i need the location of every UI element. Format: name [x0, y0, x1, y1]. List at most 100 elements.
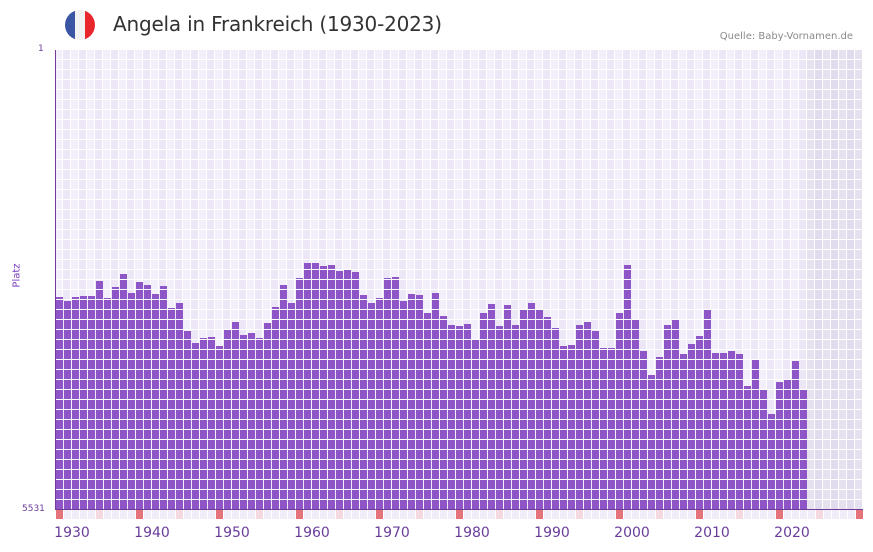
flag-stripe-white — [75, 10, 85, 40]
year-tick — [824, 510, 831, 519]
year-tick — [720, 510, 727, 519]
year-tick — [408, 510, 415, 519]
source-label: Quelle: Baby-Vornamen.de — [719, 31, 853, 42]
y-axis-line — [55, 50, 56, 510]
year-tick — [552, 510, 559, 519]
year-tick — [360, 510, 367, 519]
year-tick — [744, 510, 751, 519]
year-tick — [272, 510, 279, 519]
year-tick — [776, 510, 783, 519]
year-tick — [624, 510, 631, 519]
year-tick — [136, 510, 143, 519]
year-tick — [368, 510, 375, 519]
year-tick — [784, 510, 791, 519]
year-tick — [704, 510, 711, 519]
year-tick — [696, 510, 703, 519]
year-tick — [120, 510, 127, 519]
year-tick — [712, 510, 719, 519]
year-tick — [128, 510, 135, 519]
year-tick — [432, 510, 439, 519]
year-tick — [848, 510, 855, 519]
year-tick — [304, 510, 311, 519]
y-axis-title: Platz — [11, 263, 23, 288]
year-tick — [600, 510, 607, 519]
year-tick — [72, 510, 79, 519]
year-tick — [488, 510, 495, 519]
year-tick — [760, 510, 767, 519]
year-tick — [808, 510, 815, 519]
year-tick — [504, 510, 511, 519]
year-tick — [592, 510, 599, 519]
year-tick — [104, 510, 111, 519]
x-tick-label: 1970 — [374, 525, 410, 541]
flag-stripe-red — [85, 10, 95, 40]
year-tick — [672, 510, 679, 519]
year-tick — [296, 510, 303, 519]
year-tick — [80, 510, 87, 519]
x-tick-label: 2000 — [614, 525, 650, 541]
year-tick — [112, 510, 119, 519]
year-tick — [512, 510, 519, 519]
year-tick — [88, 510, 95, 519]
year-tick — [264, 510, 271, 519]
year-tick — [800, 510, 807, 519]
year-tick — [288, 510, 295, 519]
year-tick — [328, 510, 335, 519]
year-tick — [480, 510, 487, 519]
year-tick — [680, 510, 687, 519]
year-tick — [352, 510, 359, 519]
x-axis-line — [55, 509, 863, 510]
year-tick — [312, 510, 319, 519]
year-tick — [536, 510, 543, 519]
year-tick — [792, 510, 799, 519]
year-tick — [416, 510, 423, 519]
x-tick-label: 2020 — [774, 525, 810, 541]
year-tick — [216, 510, 223, 519]
plot-area — [55, 50, 863, 510]
year-tick — [392, 510, 399, 519]
x-tick-label: 1960 — [294, 525, 330, 541]
year-tick — [648, 510, 655, 519]
y-axis-bottom-label: 5531 — [22, 504, 45, 514]
x-tick-label: 1940 — [134, 525, 170, 541]
flag-stripe-blue — [65, 10, 75, 40]
year-tick — [456, 510, 463, 519]
year-tick — [560, 510, 567, 519]
x-tick-label: 1990 — [534, 525, 570, 541]
x-axis-labels: 1930 1940 1950 1960 1970 1980 1990 2000 2010 2020 — [54, 525, 863, 545]
year-tick — [640, 510, 647, 519]
year-tick — [544, 510, 551, 519]
year-tick — [56, 510, 63, 519]
x-tick-label: 1930 — [54, 525, 90, 541]
year-tick — [176, 510, 183, 519]
year-tick — [192, 510, 199, 519]
year-tick — [656, 510, 663, 519]
year-tick — [856, 510, 863, 519]
y-axis-top-label: 1 — [38, 44, 44, 54]
year-tick — [184, 510, 191, 519]
year-tick — [64, 510, 71, 519]
year-tick — [248, 510, 255, 519]
year-tick — [320, 510, 327, 519]
france-flag-icon — [65, 10, 95, 40]
year-tick — [232, 510, 239, 519]
year-tick — [240, 510, 247, 519]
year-tick — [96, 510, 103, 519]
year-tick — [576, 510, 583, 519]
year-tick — [472, 510, 479, 519]
year-tick — [160, 510, 167, 519]
year-tick — [584, 510, 591, 519]
year-tick — [344, 510, 351, 519]
year-tick — [736, 510, 743, 519]
year-tick — [464, 510, 471, 519]
year-tick — [816, 510, 823, 519]
year-tick — [424, 510, 431, 519]
year-tick — [376, 510, 383, 519]
year-tick — [616, 510, 623, 519]
year-tick — [664, 510, 671, 519]
year-tick — [832, 510, 839, 519]
year-tick — [520, 510, 527, 519]
grid-lines — [55, 50, 863, 510]
year-tick — [336, 510, 343, 519]
chart-title: Angela in Frankreich (1930-2023) — [113, 12, 442, 36]
